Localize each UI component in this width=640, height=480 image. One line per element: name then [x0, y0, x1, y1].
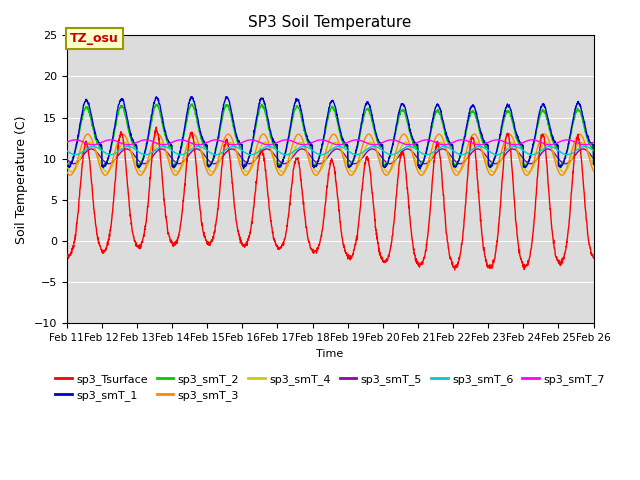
- sp3_smT_4: [575, 141, 582, 147]
- sp3_smT_5: [90, 147, 97, 153]
- Line: sp3_smT_2: sp3_smT_2: [67, 104, 593, 167]
- sp3_smT_3: [589, 168, 597, 174]
- sp3_smT_1: [222, 94, 230, 99]
- sp3_smT_4: [68, 169, 76, 175]
- sp3_smT_1: [575, 100, 582, 106]
- sp3_smT_5: [319, 159, 327, 165]
- sp3_smT_1: [305, 139, 313, 144]
- sp3_smT_1: [478, 132, 486, 138]
- sp3_Tsurface: [575, 136, 582, 142]
- sp3_smT_1: [416, 166, 424, 172]
- sp3_smT_6: [63, 148, 70, 154]
- sp3_smT_5: [63, 156, 70, 161]
- sp3_smT_7: [319, 137, 327, 143]
- sp3_smT_5: [478, 148, 486, 154]
- sp3_Tsurface: [90, 201, 97, 207]
- sp3_smT_6: [230, 144, 237, 149]
- sp3_smT_6: [305, 145, 313, 151]
- sp3_smT_3: [575, 132, 582, 137]
- Line: sp3_smT_6: sp3_smT_6: [67, 146, 593, 155]
- sp3_smT_2: [486, 164, 494, 169]
- sp3_smT_7: [478, 142, 486, 147]
- sp3_smT_5: [575, 148, 582, 154]
- sp3_smT_4: [63, 163, 70, 169]
- sp3_Tsurface: [589, 255, 597, 261]
- sp3_smT_5: [246, 161, 253, 167]
- sp3_smT_6: [575, 146, 582, 152]
- sp3_smT_1: [319, 137, 327, 143]
- X-axis label: Time: Time: [317, 349, 344, 359]
- sp3_smT_2: [319, 141, 327, 147]
- sp3_smT_2: [575, 108, 582, 114]
- Line: sp3_smT_3: sp3_smT_3: [67, 134, 593, 175]
- sp3_smT_1: [63, 162, 70, 168]
- sp3_Tsurface: [319, 222, 327, 228]
- sp3_smT_7: [230, 142, 237, 148]
- Line: sp3_smT_5: sp3_smT_5: [67, 149, 593, 164]
- sp3_smT_4: [478, 148, 486, 154]
- sp3_smT_7: [90, 142, 97, 148]
- sp3_Tsurface: [152, 124, 160, 130]
- sp3_Tsurface: [478, 233, 486, 239]
- Line: sp3_smT_4: sp3_smT_4: [67, 143, 593, 172]
- sp3_smT_2: [90, 128, 97, 133]
- sp3_smT_4: [90, 144, 98, 149]
- Line: sp3_smT_1: sp3_smT_1: [67, 96, 593, 169]
- sp3_smT_5: [575, 149, 582, 155]
- sp3_Tsurface: [63, 250, 70, 255]
- sp3_smT_4: [319, 163, 327, 168]
- Y-axis label: Soil Temperature (C): Soil Temperature (C): [15, 115, 28, 244]
- sp3_smT_6: [575, 146, 582, 152]
- sp3_smT_1: [575, 100, 582, 106]
- sp3_smT_3: [575, 132, 582, 137]
- sp3_smT_7: [575, 141, 582, 146]
- sp3_smT_6: [589, 148, 597, 154]
- sp3_smT_1: [90, 123, 97, 129]
- sp3_smT_7: [423, 137, 431, 143]
- Line: sp3_Tsurface: sp3_Tsurface: [67, 127, 593, 270]
- sp3_smT_3: [478, 149, 486, 155]
- sp3_smT_3: [305, 158, 313, 164]
- sp3_Tsurface: [305, 240, 313, 245]
- Text: TZ_osu: TZ_osu: [70, 32, 119, 45]
- sp3_smT_4: [575, 141, 582, 147]
- sp3_smT_4: [305, 155, 313, 160]
- sp3_smT_3: [225, 131, 232, 137]
- sp3_smT_2: [63, 161, 70, 167]
- sp3_smT_3: [63, 168, 70, 174]
- sp3_smT_3: [319, 158, 327, 164]
- sp3_smT_5: [305, 151, 313, 157]
- sp3_smT_7: [305, 141, 313, 146]
- sp3_smT_7: [589, 140, 597, 145]
- sp3_Tsurface: [575, 137, 582, 143]
- sp3_smT_7: [575, 141, 582, 146]
- sp3_smT_4: [402, 140, 410, 145]
- sp3_smT_6: [319, 152, 327, 157]
- sp3_smT_2: [188, 101, 196, 107]
- sp3_smT_3: [418, 172, 426, 178]
- sp3_smT_5: [589, 156, 597, 161]
- sp3_smT_7: [63, 140, 70, 145]
- sp3_smT_6: [90, 144, 97, 149]
- sp3_smT_3: [90, 142, 97, 147]
- sp3_smT_1: [589, 161, 597, 167]
- sp3_smT_2: [575, 107, 582, 113]
- Title: SP3 Soil Temperature: SP3 Soil Temperature: [248, 15, 412, 30]
- sp3_smT_6: [423, 152, 431, 157]
- sp3_smT_2: [305, 142, 313, 147]
- sp3_smT_5: [579, 146, 587, 152]
- sp3_Tsurface: [451, 267, 458, 273]
- sp3_smT_6: [478, 144, 486, 150]
- sp3_smT_2: [478, 135, 486, 141]
- Legend: sp3_Tsurface, sp3_smT_1, sp3_smT_2, sp3_smT_3, sp3_smT_4, sp3_smT_5, sp3_smT_6, : sp3_Tsurface, sp3_smT_1, sp3_smT_2, sp3_…: [51, 369, 609, 406]
- Line: sp3_smT_7: sp3_smT_7: [67, 140, 593, 145]
- sp3_smT_2: [589, 160, 597, 166]
- sp3_smT_4: [589, 163, 597, 169]
